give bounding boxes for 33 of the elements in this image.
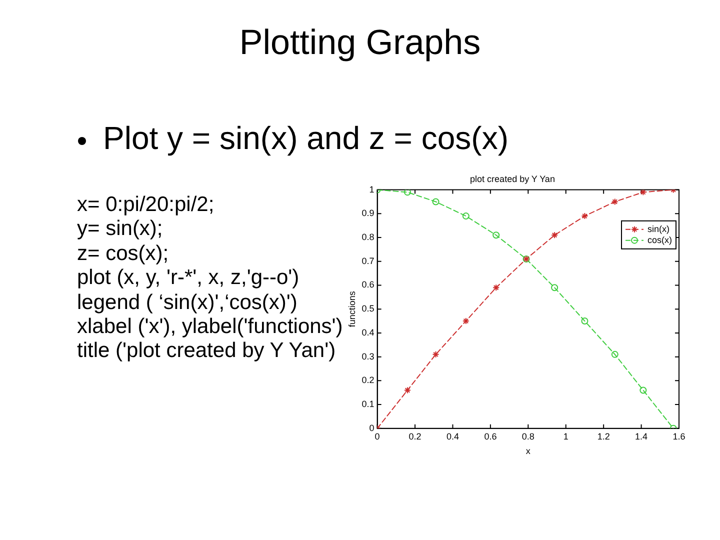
legend-label: sin(x) — [648, 224, 670, 234]
y-axis-title: functions — [346, 290, 357, 328]
text: z= cos(x); — [77, 242, 170, 266]
x-tick-label: 0.4 — [446, 431, 459, 442]
y-tick-label: 0.8 — [362, 232, 374, 242]
x-tick-label: 0.8 — [522, 431, 534, 442]
y-tick-label: 0.1 — [362, 399, 374, 410]
x-tick-label: 1.2 — [597, 431, 610, 442]
x-tick-label: 0.6 — [484, 431, 497, 442]
chart-subtitle: Plot y = sin(x) and z = cos(x) — [103, 120, 508, 157]
y-tick-label: 1 — [369, 184, 374, 194]
y-tick-label: 0.2 — [362, 375, 374, 386]
y-tick-label: 0 — [369, 422, 374, 433]
text: plot (x, y, 'r-*', x, z,'g--o') — [77, 266, 300, 291]
text: title ('plot created by Y Yan') — [77, 339, 337, 364]
x-tick-label: 1.4 — [635, 431, 648, 442]
y-tick-label: 0.4 — [362, 327, 374, 338]
x-tick-label: 1 — [563, 431, 568, 442]
chart-title: Plotting Graphs — [238, 23, 482, 64]
text: xlabel ('x'), ylabel('functions') — [77, 315, 343, 340]
x-axis-title: x — [526, 446, 531, 456]
y-tick-label: 0.9 — [362, 208, 374, 218]
y-tick-label: 0.3 — [362, 351, 374, 362]
text: y= sin(x); — [77, 217, 164, 242]
legend-label: cos(x) — [648, 234, 672, 245]
text: legend ( ‘sin(x)',‘cos(x)') — [77, 290, 298, 316]
x-tick-label: 1.6 — [672, 431, 686, 442]
y-tick-label: 0.7 — [362, 256, 374, 266]
y-tick-label: 0.6 — [362, 280, 374, 290]
text: x= 0:pi/20:pi/2; — [77, 193, 216, 218]
text: plot created by Y Yan — [470, 174, 555, 184]
y-tick-label: 0.5 — [362, 304, 374, 314]
x-tick-label: 0.2 — [408, 431, 422, 442]
